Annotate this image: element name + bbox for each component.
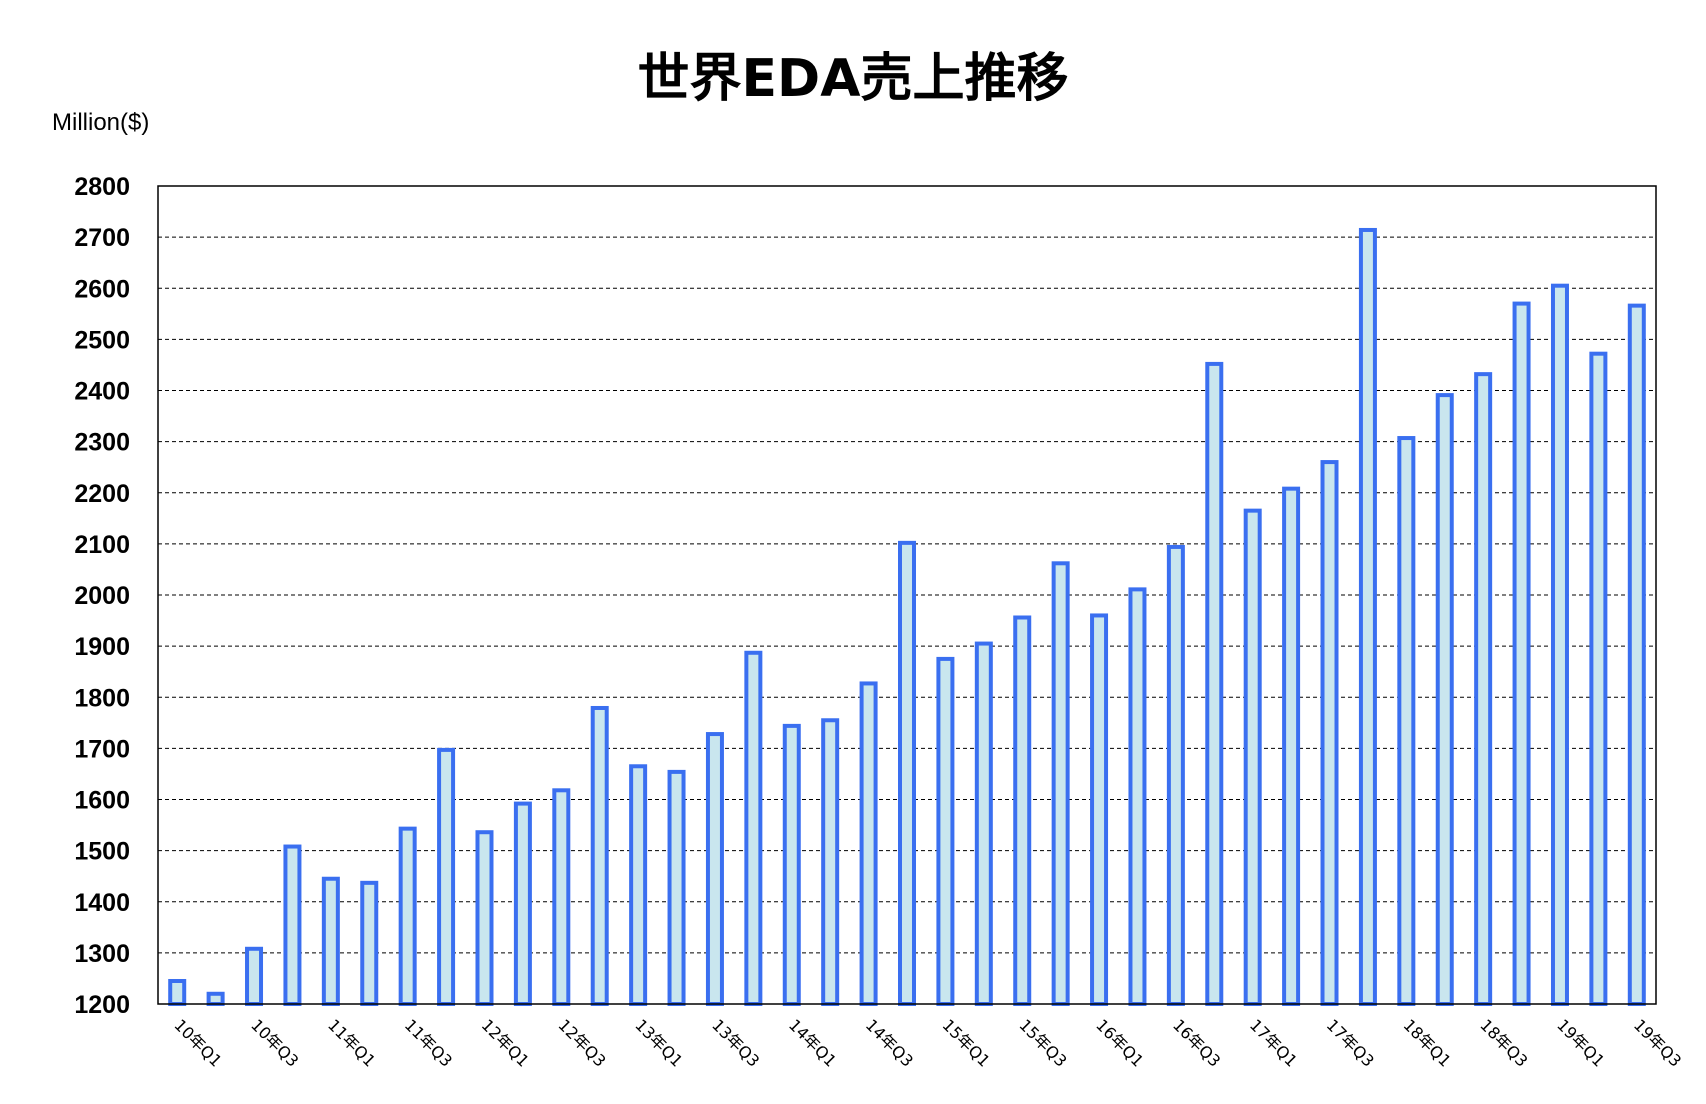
bar-18年Q2 <box>1435 393 1454 1006</box>
x-tick-label: 16年Q3 <box>1169 1015 1224 1070</box>
chart-title: 世界EDA売上推移 <box>638 49 1069 109</box>
bar-13年Q4 <box>744 650 763 1006</box>
bar-16年Q3 <box>1166 544 1185 1006</box>
x-tick-label: 13年Q1 <box>631 1015 686 1070</box>
bar-17年Q4 <box>1358 227 1377 1006</box>
bar-19年Q1 <box>1550 283 1569 1007</box>
x-tick-label: 15年Q1 <box>939 1015 994 1070</box>
bar-13年Q2 <box>667 769 686 1007</box>
bar-19年Q3 <box>1627 303 1646 1006</box>
bar-15年Q4 <box>1051 561 1070 1006</box>
x-tick-label: 14年Q1 <box>785 1015 840 1070</box>
bar-10年Q2 <box>206 991 225 1007</box>
y-tick-label: 1800 <box>74 684 130 712</box>
x-tick-label: 13年Q3 <box>708 1015 763 1070</box>
bar-17年Q2 <box>1282 486 1301 1007</box>
bar-10年Q1 <box>168 978 187 1007</box>
x-tick-label: 12年Q3 <box>554 1015 609 1070</box>
x-tick-label: 11年Q3 <box>401 1015 456 1070</box>
y-tick-label: 2000 <box>74 582 130 610</box>
bar-16年Q1 <box>1090 613 1109 1006</box>
bar-11年Q2 <box>360 880 379 1006</box>
bar-15年Q3 <box>1013 615 1032 1006</box>
y-tick-label: 2300 <box>74 429 130 457</box>
bar-13年Q1 <box>629 764 648 1006</box>
y-tick-label: 1500 <box>74 838 130 866</box>
y-axis-ticks: 1200 1300 1400 1500 1600 1700 1800 1900 2000 2100… <box>74 173 130 1019</box>
bar-12年Q2 <box>513 801 532 1007</box>
x-tick-label: 19年Q3 <box>1630 1015 1685 1070</box>
y-tick-label: 2200 <box>74 480 130 508</box>
x-tick-label: 12年Q1 <box>478 1015 533 1070</box>
x-tick-label: 16年Q1 <box>1092 1015 1147 1070</box>
bar-12年Q3 <box>552 788 571 1006</box>
x-axis-ticks: 10年Q1 10年Q3 11年Q1 11年Q3 12年Q1 12年Q3 13年Q1 13年Q3… <box>170 1015 1685 1070</box>
bar-18年Q3 <box>1474 372 1493 1006</box>
bar-15年Q2 <box>974 641 993 1006</box>
x-tick-label: 18年Q1 <box>1400 1015 1455 1070</box>
y-tick-label: 1400 <box>74 889 130 917</box>
bars <box>168 227 1646 1007</box>
x-tick-label: 15年Q3 <box>1015 1015 1070 1070</box>
y-tick-label: 1700 <box>74 735 130 763</box>
bar-14年Q4 <box>898 540 916 1006</box>
bar-17年Q3 <box>1320 460 1339 1006</box>
x-tick-label: 17年Q3 <box>1323 1015 1378 1070</box>
bar-12年Q4 <box>590 705 609 1007</box>
bar-11年Q3 <box>398 826 417 1006</box>
y-tick-label: 1600 <box>74 787 130 815</box>
bar-17年Q1 <box>1243 508 1262 1006</box>
x-tick-label: 10年Q1 <box>170 1015 225 1070</box>
x-tick-label: 17年Q1 <box>1246 1015 1301 1070</box>
x-tick-label: 14年Q3 <box>862 1015 917 1070</box>
bar-14年Q2 <box>821 718 840 1006</box>
y-tick-label: 2500 <box>74 326 130 354</box>
y-tick-label: 1200 <box>74 991 130 1019</box>
bar-11年Q1 <box>321 876 340 1007</box>
bar-15年Q1 <box>936 656 955 1006</box>
bar-18年Q1 <box>1397 436 1416 1006</box>
x-tick-label: 11年Q1 <box>324 1015 379 1070</box>
bar-16年Q2 <box>1128 587 1147 1006</box>
y-tick-label: 1900 <box>74 633 130 661</box>
bar-11年Q4 <box>437 747 456 1006</box>
x-tick-label: 10年Q3 <box>247 1015 302 1070</box>
bar-13年Q3 <box>705 732 724 1006</box>
bar-19年Q2 <box>1589 351 1608 1006</box>
y-tick-label: 2100 <box>74 531 130 559</box>
bar-16年Q4 <box>1205 361 1224 1007</box>
plot-frame <box>157 185 1657 1005</box>
bar-14年Q3 <box>859 681 878 1006</box>
bar-10年Q3 <box>245 946 264 1006</box>
y-axis-unit-label: Million($) <box>52 109 149 136</box>
x-tick-label: 19年Q1 <box>1553 1015 1608 1070</box>
y-tick-label: 2400 <box>74 378 130 406</box>
x-tick-label: 18年Q3 <box>1476 1015 1531 1070</box>
bar-10年Q4 <box>283 844 302 1006</box>
y-tick-label: 2700 <box>74 224 130 252</box>
y-tick-label: 2600 <box>74 275 130 303</box>
y-tick-label: 2800 <box>74 173 130 201</box>
bar-18年Q4 <box>1512 301 1531 1006</box>
y-tick-label: 1300 <box>74 940 130 968</box>
bar-14年Q1 <box>782 723 801 1006</box>
bar-12年Q1 <box>475 830 494 1006</box>
